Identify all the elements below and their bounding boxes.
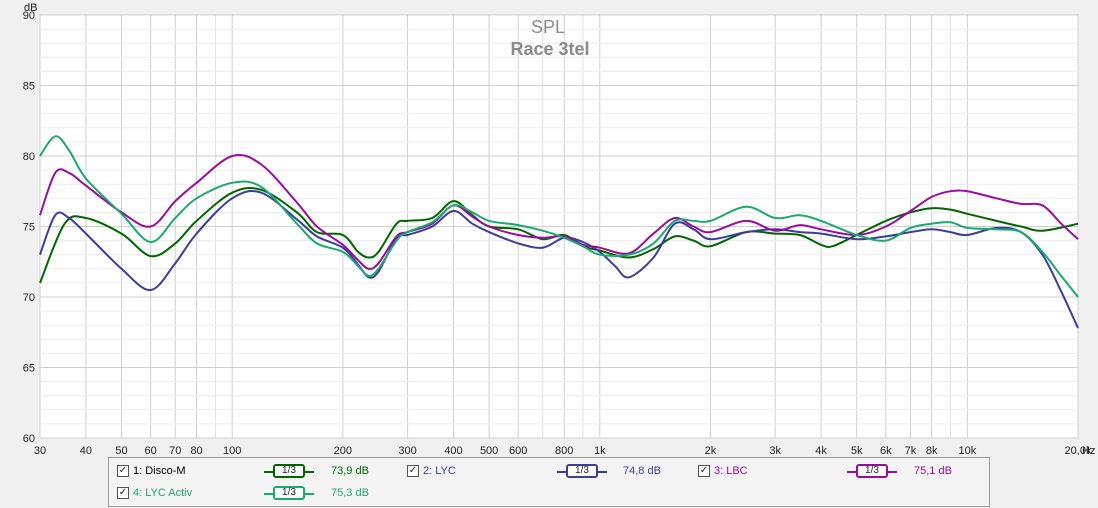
- x-tick-labels: 30 40 50 60 70 80 100 200 300 400 500 600 800 1k 2k 3k 4…: [34, 445, 1092, 455]
- y-tick-label: 75: [23, 222, 35, 234]
- level-disco-m: 73,9 dB: [331, 465, 369, 477]
- y-axis-label: dB: [24, 2, 37, 14]
- legend-entry-disco-m[interactable]: ✓ 1: Disco-M: [117, 462, 186, 480]
- level-lyc-activ: 75,3 dB: [331, 487, 369, 499]
- legend-entry-lbc[interactable]: ✓ 3: LBC: [698, 462, 748, 480]
- smoothing-button-lyc-activ[interactable]: 1/3: [273, 486, 305, 500]
- spl-chart: SPL Race 3tel dB 60 65 70 75 80 85 90 30 40 50 60…: [23, 2, 1096, 455]
- series-line: [39, 190, 1079, 329]
- x-tick-label: 5k: [851, 445, 863, 455]
- x-tick-label: 8k: [926, 445, 938, 455]
- smoothing-button-lbc[interactable]: 1/3: [856, 464, 888, 478]
- x-tick-label: 70: [169, 445, 181, 455]
- x-tick-label: 80: [190, 445, 202, 455]
- x-tick-label: 7k: [905, 445, 917, 455]
- x-tick-label: 100: [223, 445, 241, 455]
- legend: ✓ 1: Disco-M 1/3 73,9 dB ✓ 2: LYC 1/3 74…: [108, 457, 990, 507]
- smoothing-button-disco-m[interactable]: 1/3: [273, 464, 305, 478]
- x-tick-label: 4k: [815, 445, 827, 455]
- legend-label: 1: Disco-M: [133, 465, 186, 477]
- grid-lines: [39, 14, 1079, 439]
- checkbox-lyc[interactable]: ✓: [407, 465, 419, 477]
- y-tick-labels: 60 65 70 75 80 85 90: [23, 10, 35, 445]
- x-tick-label: 50: [115, 445, 127, 455]
- x-tick-label: 30: [34, 445, 46, 455]
- level-lbc: 75,1 dB: [914, 465, 952, 477]
- y-tick-label: 90: [23, 10, 35, 22]
- x-tick-label: 1k: [594, 445, 606, 455]
- x-tick-label: 800: [555, 445, 573, 455]
- series-line: [39, 135, 1079, 298]
- chart-subtitle: Race 3tel: [510, 39, 589, 59]
- legend-label: 4: LYC Activ: [133, 487, 193, 499]
- y-tick-label: 80: [23, 151, 35, 163]
- x-tick-label: 10k: [958, 445, 976, 455]
- legend-label: 2: LYC: [423, 465, 456, 477]
- x-axis-unit: Hz: [1082, 445, 1095, 455]
- chart-title: SPL: [531, 17, 565, 37]
- x-tick-label: 600: [509, 445, 527, 455]
- y-tick-label: 85: [23, 81, 35, 93]
- series-lines: [39, 135, 1079, 329]
- smoothing-button-lyc[interactable]: 1/3: [566, 464, 598, 478]
- legend-entry-lyc[interactable]: ✓ 2: LYC: [407, 462, 456, 480]
- x-tick-label: 60: [145, 445, 157, 455]
- checkbox-lyc-activ[interactable]: ✓: [117, 487, 129, 499]
- legend-entry-lyc-activ[interactable]: ✓ 4: LYC Activ: [117, 484, 192, 502]
- x-tick-label: 40: [80, 445, 92, 455]
- level-lyc: 74,8 dB: [623, 465, 661, 477]
- legend-label: 3: LBC: [714, 465, 748, 477]
- x-tick-label: 2k: [705, 445, 717, 455]
- x-tick-label: 20,0k: [1065, 445, 1092, 455]
- x-tick-label: 6k: [880, 445, 892, 455]
- x-tick-label: 500: [480, 445, 498, 455]
- y-tick-label: 70: [23, 292, 35, 304]
- x-tick-label: 3k: [769, 445, 781, 455]
- series-line: [39, 153, 1079, 270]
- y-tick-label: 60: [23, 433, 35, 445]
- x-tick-label: 200: [334, 445, 352, 455]
- x-tick-label: 400: [444, 445, 462, 455]
- checkbox-disco-m[interactable]: ✓: [117, 465, 129, 477]
- y-tick-label: 65: [23, 363, 35, 375]
- checkbox-lbc[interactable]: ✓: [698, 465, 710, 477]
- x-tick-label: 300: [398, 445, 416, 455]
